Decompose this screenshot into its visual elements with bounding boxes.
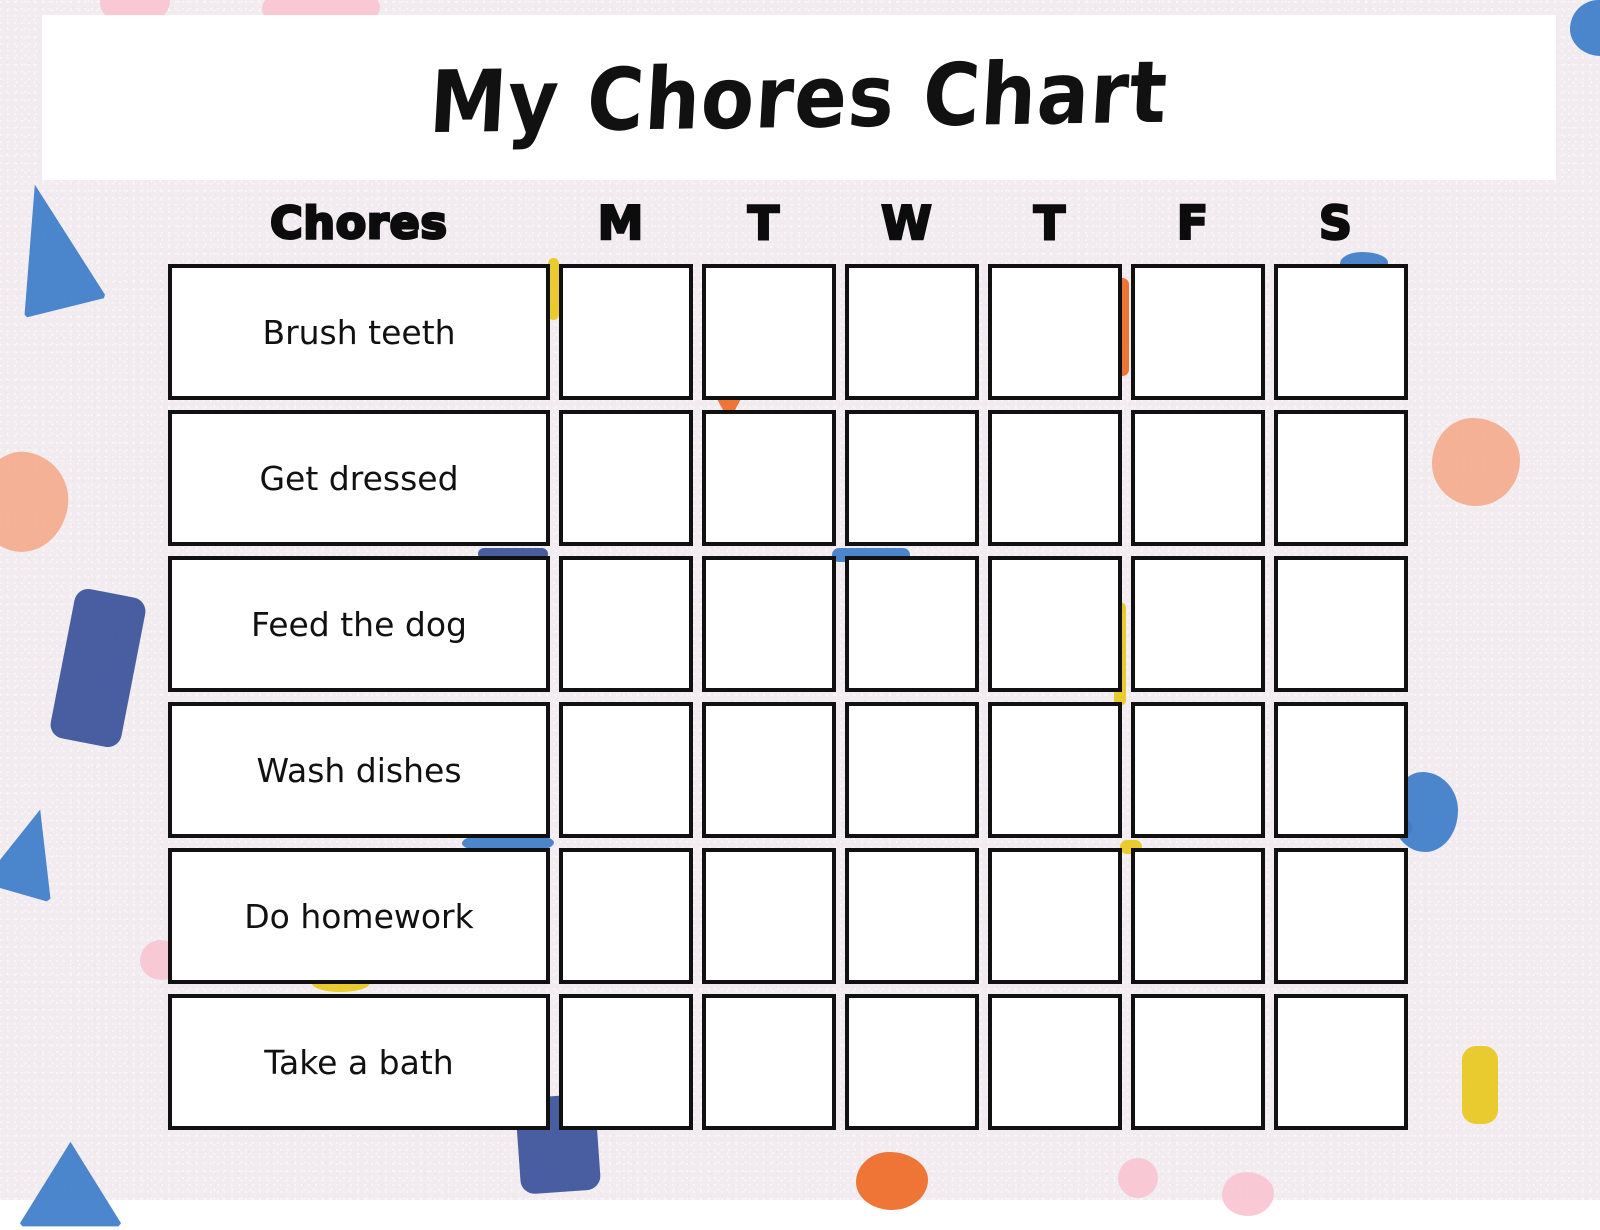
checkbox-cell[interactable] — [988, 848, 1122, 984]
yellow-bar-bottom-right — [1462, 1046, 1498, 1124]
chore-name-cell: Feed the dog — [168, 556, 550, 692]
day-header-label: F — [1176, 195, 1211, 251]
checkbox-cell[interactable] — [1274, 848, 1408, 984]
checkbox-cell[interactable] — [1274, 556, 1408, 692]
checkbox-cell[interactable] — [559, 410, 693, 546]
day-header-label: M — [596, 195, 646, 251]
table-row: Brush teeth — [168, 264, 1408, 400]
chores-column-header: Chores — [168, 196, 550, 250]
chores-grid: Brush teeth Get dressed Feed the dog Wash d… — [168, 264, 1408, 1132]
checkbox-cell[interactable] — [845, 702, 979, 838]
chore-name-cell: Do homework — [168, 848, 550, 984]
pink-circle-bottom — [1118, 1158, 1158, 1198]
pink-blob-bottom-right — [1222, 1172, 1274, 1216]
checkbox-cell[interactable] — [702, 556, 836, 692]
checkbox-cell[interactable] — [1131, 556, 1265, 692]
day-header-label: W — [880, 195, 934, 251]
blue-triangle-bottom-left — [18, 1141, 123, 1227]
chore-label: Take a bath — [264, 1042, 454, 1082]
day-header-label: T — [747, 195, 782, 251]
blue-triangle-top-left — [0, 172, 108, 324]
checkbox-cell[interactable] — [702, 702, 836, 838]
peach-blob-right — [1432, 418, 1520, 506]
table-row: Get dressed — [168, 410, 1408, 546]
day-header-label: T — [1033, 195, 1068, 251]
checkbox-cell[interactable] — [845, 264, 979, 400]
checkbox-cell[interactable] — [845, 994, 979, 1130]
peach-blob-left — [0, 446, 75, 558]
checkbox-cell[interactable] — [1274, 994, 1408, 1130]
checkbox-cell[interactable] — [988, 556, 1122, 692]
table-row: Feed the dog — [168, 556, 1408, 692]
title-band: My Chores Chart — [42, 15, 1556, 180]
checkbox-cell[interactable] — [559, 994, 693, 1130]
navy-bar-left — [48, 586, 148, 750]
checkbox-cell[interactable] — [702, 994, 836, 1130]
checkbox-cell[interactable] — [1131, 410, 1265, 546]
day-column-header-3: T — [979, 195, 1122, 251]
table-row: Do homework — [168, 848, 1408, 984]
chore-name-cell: Brush teeth — [168, 264, 550, 400]
checkbox-cell[interactable] — [1274, 410, 1408, 546]
checkbox-cell[interactable] — [988, 410, 1122, 546]
checkbox-cell[interactable] — [559, 556, 693, 692]
checkbox-cell[interactable] — [845, 556, 979, 692]
table-row: Take a bath — [168, 994, 1408, 1130]
checkbox-cell[interactable] — [559, 702, 693, 838]
chores-header-label: Chores — [269, 196, 449, 250]
day-column-header-4: F — [1122, 195, 1265, 251]
chore-name-cell: Get dressed — [168, 410, 550, 546]
checkbox-cell[interactable] — [845, 410, 979, 546]
checkbox-cell[interactable] — [702, 410, 836, 546]
blue-blob-top-right — [1570, 0, 1600, 56]
chore-label: Brush teeth — [262, 312, 456, 352]
day-column-header-2: W — [836, 195, 979, 251]
table-row: Wash dishes — [168, 702, 1408, 838]
checkbox-cell[interactable] — [845, 848, 979, 984]
day-column-header-5: S — [1265, 195, 1408, 251]
checkbox-cell[interactable] — [1131, 848, 1265, 984]
checkbox-cell[interactable] — [559, 264, 693, 400]
page-title: My Chores Chart — [427, 42, 1171, 153]
checkbox-cell[interactable] — [559, 848, 693, 984]
chore-name-cell: Take a bath — [168, 994, 550, 1130]
orange-blob-bottom — [856, 1152, 928, 1210]
checkbox-cell[interactable] — [702, 264, 836, 400]
day-column-header-0: M — [550, 195, 693, 251]
chore-label: Wash dishes — [256, 750, 462, 790]
checkbox-cell[interactable] — [1131, 264, 1265, 400]
checkbox-cell[interactable] — [1131, 994, 1265, 1130]
chore-label: Feed the dog — [251, 604, 467, 644]
day-column-header-1: T — [693, 195, 836, 251]
table-header-row: Chores M T W T F S — [168, 192, 1408, 254]
day-header-label: S — [1318, 195, 1355, 251]
blue-triangle-left-lower — [0, 798, 75, 906]
checkbox-cell[interactable] — [1274, 264, 1408, 400]
checkbox-cell[interactable] — [988, 702, 1122, 838]
chore-name-cell: Wash dishes — [168, 702, 550, 838]
chore-label: Get dressed — [259, 458, 459, 498]
checkbox-cell[interactable] — [702, 848, 836, 984]
chore-label: Do homework — [244, 896, 474, 936]
checkbox-cell[interactable] — [1274, 702, 1408, 838]
checkbox-cell[interactable] — [988, 264, 1122, 400]
checkbox-cell[interactable] — [988, 994, 1122, 1130]
checkbox-cell[interactable] — [1131, 702, 1265, 838]
